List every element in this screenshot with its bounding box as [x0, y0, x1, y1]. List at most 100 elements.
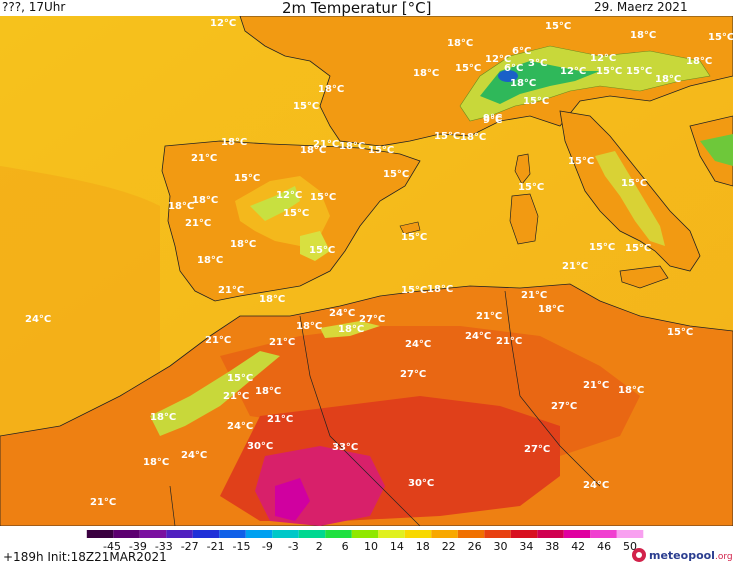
- colorbar-tick-label: 2: [315, 540, 323, 553]
- temperature-label: 15°C: [596, 66, 622, 77]
- temperature-label: 18°C: [447, 38, 473, 49]
- colorbar-tick-label: -27: [180, 540, 199, 553]
- colorbar-tick-label: 14: [389, 540, 404, 553]
- temperature-label: 27°C: [524, 444, 550, 455]
- header-bar: ???, 17Uhr 2m Temperatur [°C] 29. Maerz …: [0, 0, 733, 17]
- temperature-label: 18°C: [338, 324, 364, 335]
- temperature-label: 15°C: [708, 32, 733, 43]
- colorbar-segment: [537, 530, 564, 538]
- temperature-label: 9°C: [483, 115, 502, 126]
- temperature-label: 27°C: [400, 369, 426, 380]
- temperature-label: 18°C: [150, 412, 176, 423]
- temperature-label: 18°C: [510, 78, 536, 89]
- forecast-time-label: ???, 17Uhr: [2, 0, 66, 14]
- balkan-mountains: [700, 134, 733, 166]
- balearic-islands: [399, 221, 421, 235]
- temperature-label: 18°C: [686, 56, 712, 67]
- temperature-label: 12°C: [590, 53, 616, 64]
- colorbar-segment: [219, 530, 246, 538]
- temperature-label: 15°C: [434, 131, 460, 142]
- temperature-label: 21°C: [476, 311, 502, 322]
- temperature-label: 21°C: [90, 497, 116, 508]
- temperature-label: 24°C: [25, 314, 51, 325]
- temperature-label: 21°C: [562, 261, 588, 272]
- temperature-label: 18°C: [413, 68, 439, 79]
- temperature-labels: 12°C18°C15°C18°C 15°C12°C15°C 12°C12°C6°C6…: [25, 18, 733, 508]
- map-title: 2m Temperatur [°C]: [282, 0, 432, 17]
- temperature-label: 12°C: [276, 190, 302, 201]
- temperature-label: 18°C: [168, 201, 194, 212]
- tell-atlas: [320, 321, 380, 338]
- temperature-label: 18°C: [192, 195, 218, 206]
- colorbar-segment: [351, 530, 379, 538]
- temperature-label: 21°C: [269, 337, 295, 348]
- sardinia: [509, 193, 539, 245]
- temperature-label: 21°C: [267, 414, 293, 425]
- colorbar-tick-label: 22: [441, 540, 456, 553]
- alps-cold-core: [498, 70, 518, 82]
- colorbar-segment: [192, 530, 220, 538]
- temperature-label: 18°C: [259, 294, 285, 305]
- colorbar-segment: [298, 530, 326, 538]
- colorbar-segment: [457, 530, 485, 538]
- temperature-label: 6°C: [504, 63, 523, 74]
- corsica: [514, 153, 531, 185]
- colorbar-segment: [616, 530, 644, 538]
- sierra-nevada: [300, 231, 330, 261]
- temperature-label: 15°C: [401, 285, 427, 296]
- run-info: +189h Init:18Z21MAR2021: [3, 550, 167, 564]
- colorbar: [86, 530, 644, 538]
- temperature-label: 18°C: [318, 84, 344, 95]
- temperature-label: 18°C: [538, 304, 564, 315]
- temperature-label: 12°C: [210, 18, 236, 29]
- temperature-label: 18°C: [339, 141, 365, 152]
- temperature-label: 9°C: [483, 113, 502, 124]
- colorbar-segment: [563, 530, 591, 538]
- temperature-label: 15°C: [455, 63, 481, 74]
- central-range: [250, 186, 300, 221]
- temperature-label: 21°C: [313, 139, 339, 150]
- temperature-label: 24°C: [583, 480, 609, 491]
- colorbar-tick-label: -21: [206, 540, 225, 553]
- colorbar-tick-label: -9: [261, 540, 273, 553]
- colorbar-segment: [113, 530, 140, 538]
- temperature-label: 30°C: [247, 441, 273, 452]
- colorbar-tick-label: -33: [154, 540, 173, 553]
- colorbar-tick-label: 38: [545, 540, 560, 553]
- temperature-label: 18°C: [197, 255, 223, 266]
- border-line: [169, 485, 176, 526]
- colorbar-segment: [510, 530, 538, 538]
- colorbar-tick-label: -45: [103, 540, 121, 553]
- temperature-label: 15°C: [293, 101, 319, 112]
- sahara-extreme-core: [275, 478, 310, 521]
- temperature-label: 15°C: [625, 243, 651, 254]
- temperature-label: 18°C: [460, 132, 486, 143]
- temperature-label: 21°C: [185, 218, 211, 229]
- temperature-label: 3°C: [528, 58, 547, 69]
- colorbar-tick-label: -15: [232, 540, 251, 553]
- temperature-label: 21°C: [218, 285, 244, 296]
- colorbar-tick-label: 46: [597, 540, 612, 553]
- temperature-label: 15°C: [368, 145, 394, 156]
- temperature-label: 15°C: [401, 232, 427, 243]
- temperature-label: 15°C: [383, 169, 409, 180]
- temperature-label: 18°C: [630, 30, 656, 41]
- temperature-label: 24°C: [329, 308, 355, 319]
- forecast-date: 29. Maerz 2021: [594, 0, 688, 14]
- temperature-map: 12°C18°C15°C18°C 15°C12°C15°C 12°C12°C6°C6…: [0, 16, 733, 526]
- sicily: [619, 265, 669, 289]
- temperature-label: 21°C: [583, 380, 609, 391]
- temperature-label: 12°C: [485, 54, 511, 65]
- temperature-label: 12°C: [560, 66, 586, 77]
- meteopool-logo[interactable]: meteopool.org: [632, 546, 733, 564]
- colorbar-tick-label: 30: [493, 540, 508, 553]
- temperature-label: 21°C: [223, 391, 249, 402]
- colorbar-segment: [378, 530, 405, 538]
- temperature-label: 15°C: [621, 178, 647, 189]
- temperature-label: 15°C: [667, 327, 693, 338]
- temperature-label: 15°C: [310, 192, 336, 203]
- temperature-label: 18°C: [230, 239, 256, 250]
- border-line: [504, 290, 601, 487]
- temperature-label: 33°C: [332, 442, 358, 453]
- temperature-label: 21°C: [205, 335, 231, 346]
